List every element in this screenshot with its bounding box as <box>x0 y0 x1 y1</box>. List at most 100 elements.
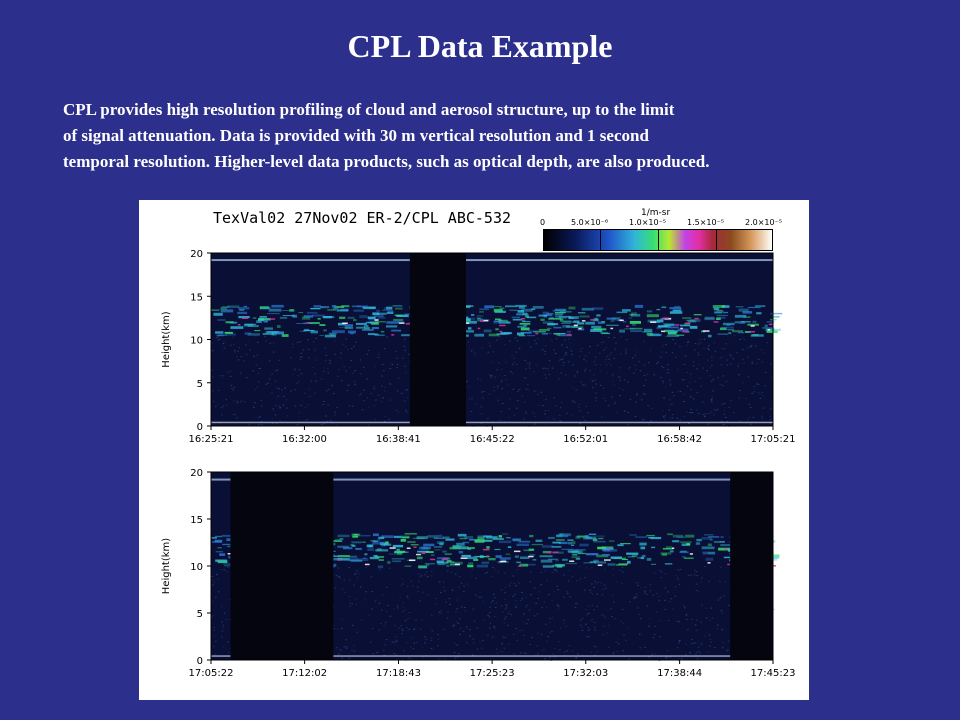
noise-speck <box>575 603 577 605</box>
cloud-pixel <box>766 330 778 333</box>
noise-speck <box>511 372 514 374</box>
noise-speck <box>382 364 384 365</box>
cloud-pixel <box>484 305 494 309</box>
noise-speck <box>722 423 725 425</box>
noise-speck <box>551 571 554 573</box>
noise-speck <box>770 407 773 409</box>
cloud-core-pixel <box>535 332 539 335</box>
noise-speck <box>542 367 544 369</box>
noise-speck <box>636 393 638 395</box>
colorbar-tick-label: 1.5×10⁻⁵ <box>687 218 725 227</box>
noise-speck <box>695 629 698 631</box>
noise-speck <box>253 355 255 357</box>
cloud-pixel <box>498 540 512 544</box>
cloud-pixel <box>445 538 455 541</box>
noise-speck <box>277 395 279 397</box>
noise-speck <box>292 374 294 375</box>
cloud-pixel <box>392 305 403 307</box>
cloud-pixel <box>684 322 691 326</box>
cloud-pixel <box>301 316 311 320</box>
noise-speck <box>502 636 504 638</box>
y-tick-label: 15 <box>190 515 203 526</box>
noise-speck <box>435 598 437 599</box>
cloud-pixel <box>230 326 244 329</box>
cloud-pixel <box>332 540 343 542</box>
y-tick-label: 15 <box>190 292 203 303</box>
noise-speck <box>275 370 277 371</box>
noise-speck <box>678 658 681 660</box>
cloud-pixel <box>319 324 326 326</box>
noise-speck <box>709 645 711 647</box>
noise-speck <box>606 632 608 634</box>
noise-speck <box>216 403 219 405</box>
noise-speck <box>470 411 473 412</box>
noise-speck <box>677 621 680 623</box>
cloud-pixel <box>512 318 523 321</box>
noise-speck <box>558 641 560 643</box>
noise-speck <box>306 418 309 420</box>
noise-speck <box>471 397 473 399</box>
noise-speck <box>599 370 602 372</box>
noise-speck <box>396 366 398 368</box>
noise-speck <box>699 377 701 379</box>
noise-speck <box>651 653 653 655</box>
noise-speck <box>366 397 368 399</box>
cloud-pixel <box>680 324 691 327</box>
noise-speck <box>545 399 547 401</box>
noise-speck <box>638 361 641 363</box>
noise-speck <box>615 342 617 344</box>
cloud-pixel <box>554 313 564 316</box>
cloud-pixel <box>526 335 536 337</box>
noise-speck <box>636 351 638 353</box>
noise-speck <box>381 375 383 377</box>
noise-speck <box>391 641 394 643</box>
cloud-pixel <box>546 327 552 329</box>
noise-speck <box>629 398 632 400</box>
noise-speck <box>674 575 677 577</box>
noise-speck <box>424 574 426 576</box>
cloud-core-pixel <box>399 322 405 324</box>
noise-speck <box>683 363 686 365</box>
noise-speck <box>560 359 562 361</box>
noise-speck <box>544 658 546 660</box>
noise-speck <box>376 652 378 653</box>
cloud-pixel <box>722 322 735 326</box>
noise-speck <box>688 381 691 383</box>
cloud-pixel <box>556 539 565 541</box>
noise-speck <box>643 374 646 376</box>
noise-speck <box>744 339 746 341</box>
noise-speck <box>761 415 763 417</box>
noise-speck <box>489 606 491 608</box>
noise-speck <box>587 412 589 414</box>
noise-speck <box>704 635 707 637</box>
noise-speck <box>384 415 387 417</box>
cloud-pixel <box>660 552 672 555</box>
noise-speck <box>351 348 353 350</box>
cloud-pixel <box>368 318 379 321</box>
cloud-pixel <box>569 317 577 319</box>
noise-speck <box>335 647 338 649</box>
noise-speck <box>591 593 594 595</box>
noise-speck <box>220 569 222 571</box>
noise-speck <box>503 344 506 345</box>
noise-speck <box>368 349 370 351</box>
noise-speck <box>597 344 600 346</box>
noise-speck <box>339 576 341 578</box>
noise-speck <box>496 652 499 654</box>
cloud-pixel <box>562 558 568 561</box>
noise-speck <box>509 398 511 400</box>
noise-speck <box>721 612 724 614</box>
noise-speck <box>553 591 555 593</box>
noise-speck <box>606 355 608 357</box>
noise-speck <box>650 420 652 422</box>
cloud-pixel <box>488 558 496 561</box>
noise-speck <box>345 639 347 641</box>
noise-speck <box>504 618 506 620</box>
cloud-pixel <box>393 535 402 538</box>
cloud-core-pixel <box>619 319 624 322</box>
cloud-pixel <box>481 561 490 564</box>
noise-speck <box>743 362 745 364</box>
noise-speck <box>621 571 624 573</box>
noise-speck <box>471 575 473 577</box>
noise-speck <box>659 377 662 379</box>
